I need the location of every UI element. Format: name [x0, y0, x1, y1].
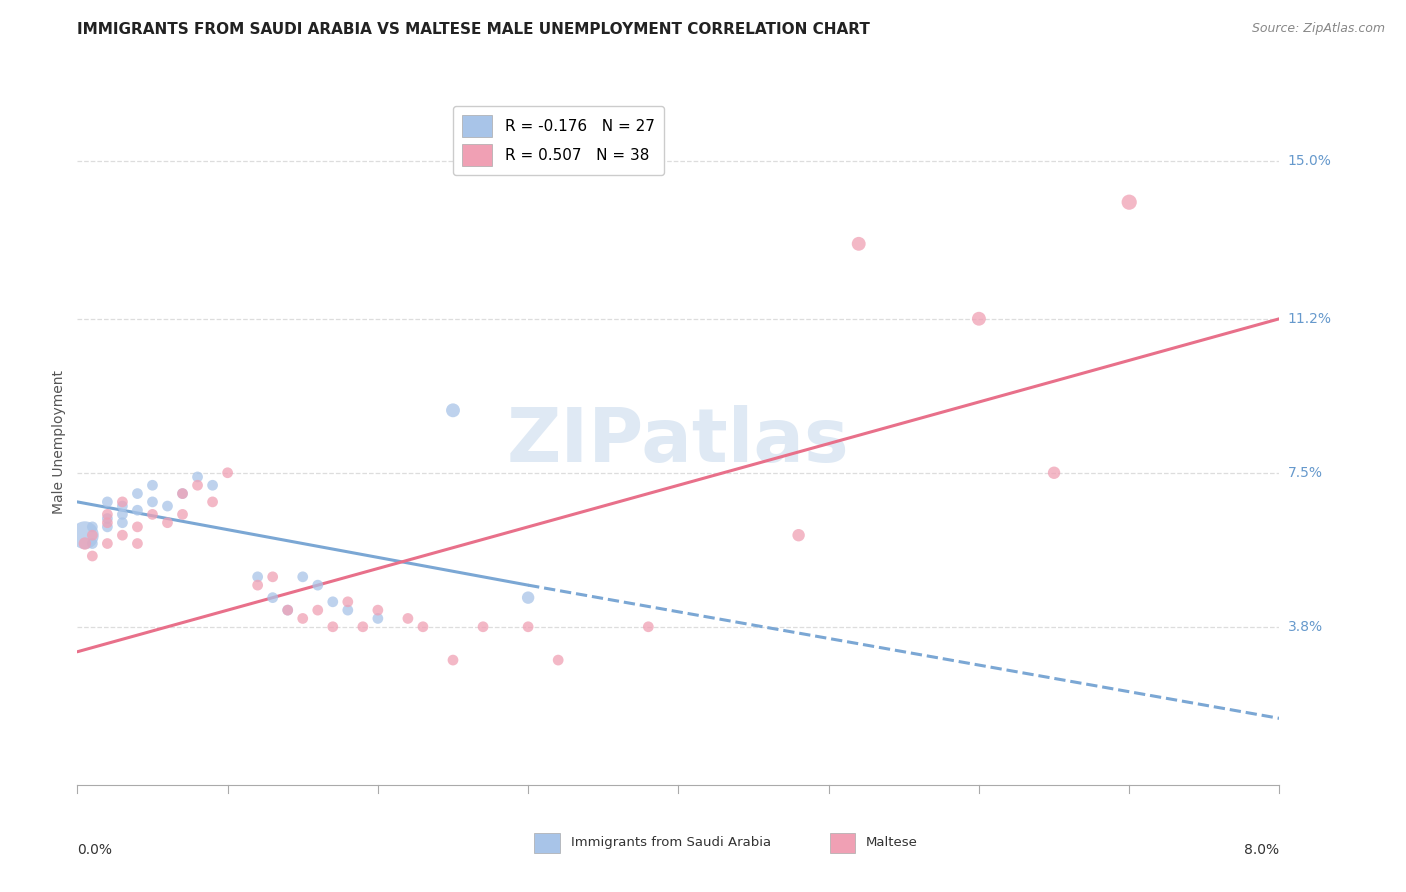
Text: Source: ZipAtlas.com: Source: ZipAtlas.com: [1251, 22, 1385, 36]
Point: [322, 595, 344, 609]
Point: [201, 495, 224, 509]
Point: [547, 653, 569, 667]
Point: [111, 495, 134, 509]
Point: [172, 486, 194, 500]
Point: [352, 620, 374, 634]
Text: 3.8%: 3.8%: [1288, 620, 1323, 634]
Point: [336, 603, 359, 617]
Point: [141, 478, 163, 492]
Point: [96, 508, 118, 522]
Point: [967, 311, 990, 326]
Text: 11.2%: 11.2%: [1288, 311, 1331, 326]
Point: [127, 486, 149, 500]
Point: [111, 499, 134, 513]
Point: [127, 503, 149, 517]
Bar: [830, 833, 855, 853]
Point: [111, 516, 134, 530]
Point: [307, 578, 329, 592]
Text: IMMIGRANTS FROM SAUDI ARABIA VS MALTESE MALE UNEMPLOYMENT CORRELATION CHART: IMMIGRANTS FROM SAUDI ARABIA VS MALTESE …: [77, 22, 870, 37]
Point: [186, 478, 209, 492]
Point: [367, 611, 389, 625]
Point: [367, 603, 389, 617]
Point: [262, 591, 284, 605]
Point: [412, 620, 434, 634]
Point: [262, 570, 284, 584]
Legend: R = -0.176   N = 27, R = 0.507   N = 38: R = -0.176 N = 27, R = 0.507 N = 38: [453, 106, 664, 175]
Point: [246, 578, 269, 592]
Point: [73, 536, 96, 550]
Point: [73, 528, 96, 542]
Point: [1043, 466, 1066, 480]
Point: [96, 516, 118, 530]
Point: [441, 653, 464, 667]
Bar: [534, 833, 560, 853]
Point: [307, 603, 329, 617]
Point: [82, 536, 104, 550]
Point: [1118, 195, 1140, 210]
Point: [186, 470, 209, 484]
Point: [96, 495, 118, 509]
Point: [111, 508, 134, 522]
Point: [127, 536, 149, 550]
Point: [172, 508, 194, 522]
Point: [787, 528, 810, 542]
Point: [336, 595, 359, 609]
Point: [637, 620, 659, 634]
Text: Maltese: Maltese: [866, 837, 918, 849]
Text: 7.5%: 7.5%: [1288, 466, 1323, 480]
Point: [441, 403, 464, 417]
Point: [172, 486, 194, 500]
Point: [82, 528, 104, 542]
Point: [201, 478, 224, 492]
Point: [517, 591, 540, 605]
Point: [322, 620, 344, 634]
Point: [291, 611, 314, 625]
Point: [141, 508, 163, 522]
Text: 0.0%: 0.0%: [77, 843, 112, 857]
Point: [127, 520, 149, 534]
Point: [848, 236, 870, 251]
Point: [141, 495, 163, 509]
Point: [156, 516, 179, 530]
Point: [156, 499, 179, 513]
Point: [82, 520, 104, 534]
Point: [96, 520, 118, 534]
Point: [96, 536, 118, 550]
Text: 8.0%: 8.0%: [1244, 843, 1279, 857]
Point: [96, 511, 118, 525]
Point: [291, 570, 314, 584]
Point: [82, 549, 104, 563]
Text: Immigrants from Saudi Arabia: Immigrants from Saudi Arabia: [571, 837, 770, 849]
Point: [277, 603, 299, 617]
Point: [517, 620, 540, 634]
Point: [217, 466, 239, 480]
Text: 15.0%: 15.0%: [1288, 153, 1331, 168]
Point: [396, 611, 419, 625]
Y-axis label: Male Unemployment: Male Unemployment: [52, 369, 66, 514]
Point: [246, 570, 269, 584]
Text: ZIPatlas: ZIPatlas: [508, 405, 849, 478]
Point: [472, 620, 495, 634]
Point: [277, 603, 299, 617]
Point: [111, 528, 134, 542]
